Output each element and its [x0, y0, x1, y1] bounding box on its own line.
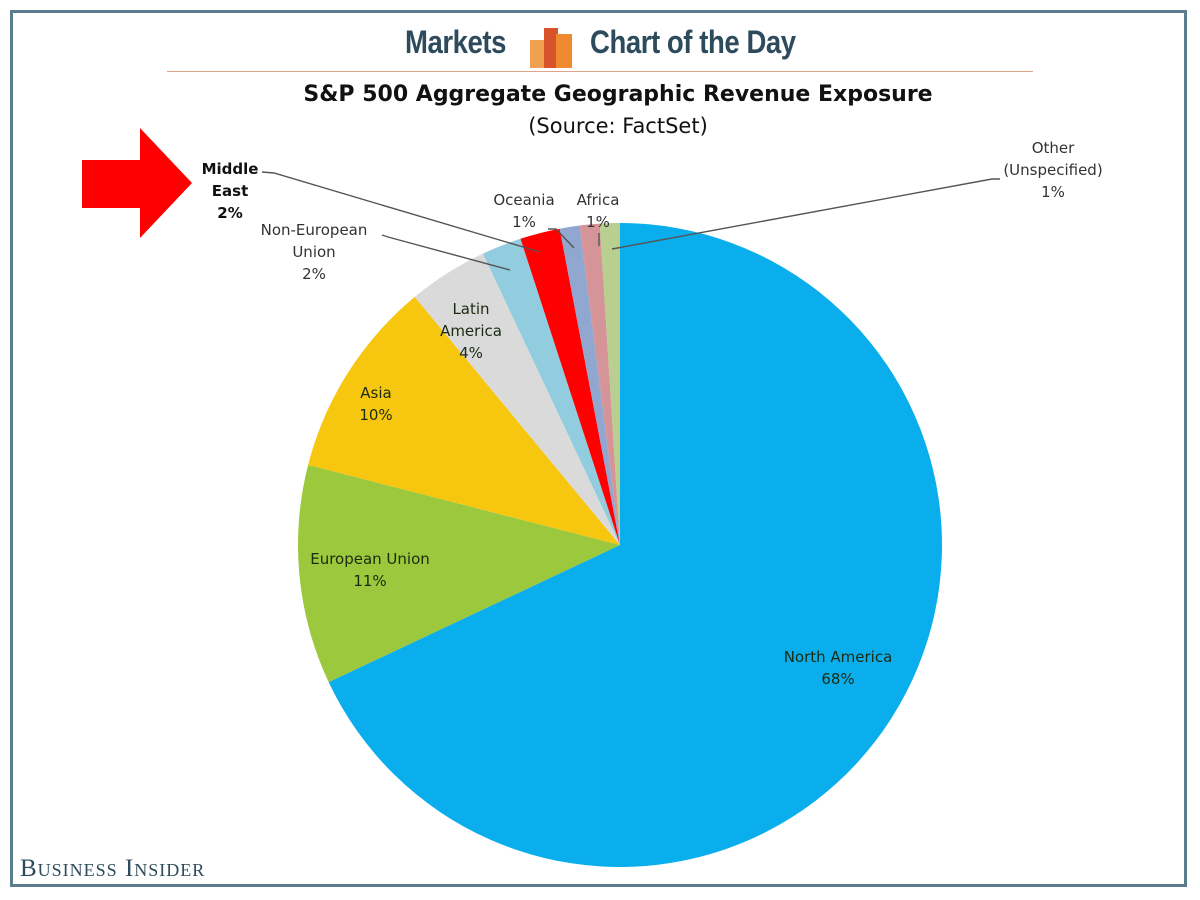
pie-slice-european-union: [297, 464, 620, 683]
pie-slice-north-america: [328, 223, 943, 868]
header-markets-label: Markets: [405, 24, 507, 60]
slice-name: Oceania: [493, 191, 554, 209]
slice-label-oceania: Oceania 1%: [493, 191, 554, 231]
pie-slice-middle-east: [520, 228, 620, 546]
slice-label-latin-america: Latin America 4%: [440, 300, 502, 362]
chart-title: S&P 500 Aggregate Geographic Revenue Exp…: [303, 82, 932, 107]
slice-name: Asia: [360, 384, 391, 402]
slice-labels: North America 68% European Union 11% Asia 10%…: [202, 139, 1103, 688]
slice-label-european-union: European Union 11%: [310, 550, 430, 590]
leader-line-non-european-union: [381, 234, 511, 271]
chart-subtitle: (Source: FactSet): [528, 114, 708, 138]
leader-line-other-unspecified: [611, 178, 1000, 250]
slice-value: 2%: [302, 265, 326, 283]
slice-value: 11%: [353, 572, 386, 590]
pie-slice-other-unspecified: [599, 223, 620, 545]
pie-slices: [297, 223, 943, 868]
slice-name: Latin: [452, 300, 489, 318]
pie-slice-oceania: [559, 225, 620, 545]
pie-slice-africa: [579, 223, 620, 546]
slice-name: Union: [292, 243, 335, 261]
slice-value: 2%: [217, 204, 242, 222]
slice-name: Non-European: [261, 221, 368, 239]
slice-label-non-european-union: Non-European Union 2%: [261, 221, 368, 283]
slice-value: 1%: [1041, 183, 1065, 201]
leader-line-oceania: [548, 228, 575, 249]
slice-value: 1%: [512, 213, 536, 231]
chart-frame: [10, 10, 1187, 887]
pie-slice-latin-america: [414, 253, 620, 545]
slice-name: East: [212, 182, 248, 200]
slice-name: North America: [784, 648, 893, 666]
header-divider: [167, 71, 1033, 72]
slice-name: America: [440, 322, 502, 340]
business-insider-logo: Business Insider: [20, 855, 206, 882]
slice-label-middle-east: Middle East 2%: [202, 160, 259, 222]
slice-value: 10%: [359, 406, 392, 424]
slice-label-asia: Asia 10%: [359, 384, 392, 424]
slice-name: Africa: [577, 191, 620, 209]
slice-name: (Unspecified): [1003, 161, 1102, 179]
slice-label-africa: Africa 1%: [577, 191, 620, 231]
header-chart-of-the-day-label: Chart of the Day: [590, 24, 796, 60]
slice-value: 4%: [459, 344, 483, 362]
slice-name: Middle: [202, 160, 259, 178]
slice-label-north-america: North America 68%: [784, 648, 893, 688]
slice-name: Other: [1032, 139, 1075, 157]
slice-value: 68%: [821, 670, 854, 688]
leader-line-middle-east: [261, 171, 541, 253]
slice-name: European Union: [310, 550, 430, 568]
bar-chart-logo-icon: [530, 28, 572, 68]
header: Markets Chart of the Day: [0, 22, 1200, 72]
slice-value: 1%: [586, 213, 610, 231]
highlight-arrow-icon: [82, 128, 192, 238]
slice-label-other-unspecified: Other (Unspecified) 1%: [1003, 139, 1102, 201]
leader-lines: [261, 171, 1000, 271]
pie-slice-non-european-union: [482, 238, 620, 545]
pie-slice-asia: [308, 296, 620, 545]
